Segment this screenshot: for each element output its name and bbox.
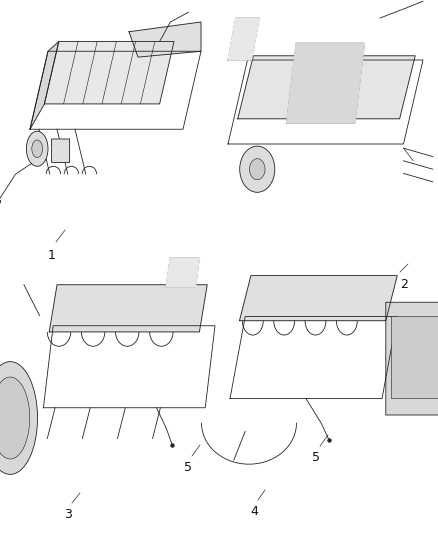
Text: 5: 5 [312,451,320,464]
Polygon shape [240,276,397,321]
Polygon shape [286,43,364,123]
Polygon shape [238,56,325,119]
Polygon shape [44,42,174,104]
Text: 5: 5 [184,461,192,474]
Ellipse shape [26,131,48,166]
Polygon shape [166,258,199,287]
Polygon shape [49,285,207,332]
FancyBboxPatch shape [392,317,438,399]
Polygon shape [228,18,259,60]
Ellipse shape [250,159,265,180]
Text: 1: 1 [48,249,56,262]
Text: 2: 2 [400,278,408,291]
Polygon shape [30,42,59,129]
FancyBboxPatch shape [386,302,438,415]
FancyBboxPatch shape [52,139,70,163]
Polygon shape [325,56,415,119]
Ellipse shape [0,377,30,459]
Ellipse shape [32,140,42,158]
Text: 3: 3 [64,508,72,521]
Ellipse shape [0,361,38,474]
Polygon shape [129,22,201,57]
Ellipse shape [240,146,275,192]
Text: 4: 4 [250,505,258,518]
